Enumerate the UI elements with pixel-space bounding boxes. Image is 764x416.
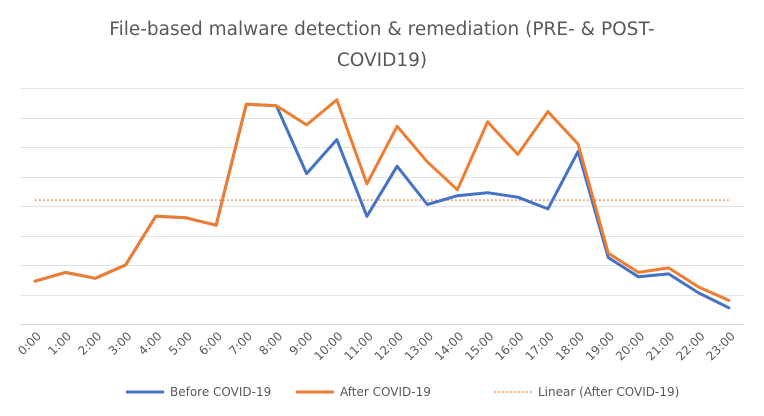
legend: Before COVID-19 After COVID-19 Linear (Aft… (126, 385, 679, 399)
x-tick-label: 4:00 (136, 329, 165, 358)
x-tick-label: 11:00 (342, 329, 376, 363)
series-layer (33, 98, 731, 310)
x-tick-label: 20:00 (613, 329, 647, 363)
x-tick-label: 10:00 (311, 329, 345, 363)
chart-title: File-based malware detection & remediati… (0, 14, 764, 76)
x-tick-label: 12:00 (372, 329, 406, 363)
x-tick-label: 7:00 (226, 329, 255, 358)
x-tick-label: 1:00 (45, 329, 74, 358)
x-tick-label: 15:00 (462, 329, 496, 363)
x-tick-label: 8:00 (256, 329, 285, 358)
chart-title-line-2: COVID19) (336, 50, 428, 71)
x-tick-label: 6:00 (196, 329, 225, 358)
x-tick-label: 16:00 (492, 329, 526, 363)
x-tick-label: 23:00 (704, 329, 738, 363)
legend-label: Linear (After COVID-19) (538, 385, 679, 399)
x-tick-label: 5:00 (166, 329, 195, 358)
x-tick-label: 13:00 (402, 329, 436, 363)
x-axis-tick-labels: 0:00 1:00 2:00 3:00 4:00 5:00 6:00 7:00 8:00 9:00… (15, 329, 738, 363)
grid-lines (20, 88, 744, 325)
x-tick-label: 17:00 (523, 329, 557, 363)
series-line-after-covid-19 (33, 98, 731, 302)
x-tick-label: 22:00 (673, 329, 707, 363)
chart-title-line-1: File-based malware detection & remediati… (109, 19, 655, 40)
x-tick-label: 3:00 (106, 329, 135, 358)
x-tick-label: 21:00 (643, 329, 677, 363)
x-tick-label: 0:00 (15, 329, 44, 358)
x-tick-label: 2:00 (75, 329, 104, 358)
x-tick-label: 19:00 (583, 329, 617, 363)
x-tick-label: 18:00 (553, 329, 587, 363)
x-tick-label: 14:00 (432, 329, 466, 363)
legend-label: Before COVID-19 (170, 385, 271, 399)
legend-label: After COVID-19 (340, 385, 431, 399)
